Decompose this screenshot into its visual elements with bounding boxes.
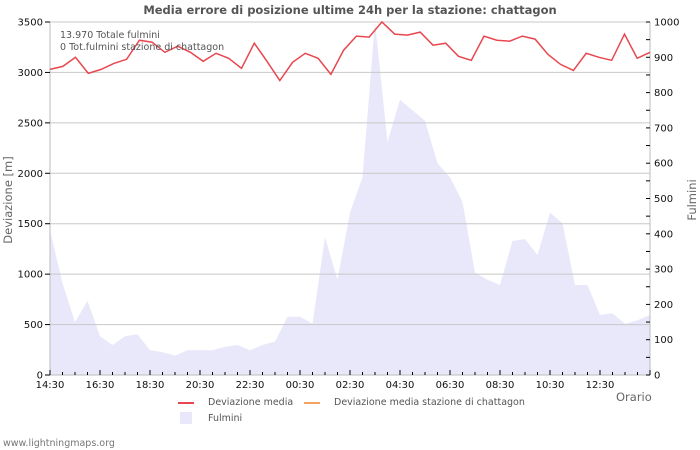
x-tick-label: 02:30 <box>336 380 365 391</box>
legend-item-fulmini: Fulmini <box>178 412 242 424</box>
y2-axis-title: Fulmini <box>685 179 699 220</box>
fulmini-area <box>50 22 650 375</box>
legend-line-icon <box>304 401 320 404</box>
legend-line-icon <box>178 401 194 404</box>
y-tick-label: 0 <box>37 371 43 382</box>
legend-item-deviazione-stazione: Deviazione media stazione di chattagon <box>304 397 525 408</box>
x-tick-label: 04:30 <box>386 380 415 391</box>
legend-label: Deviazione media stazione di chattagon <box>334 397 525 408</box>
y-tick-label: 2500 <box>18 118 43 129</box>
y-axis-title: Deviazione [m] <box>1 156 15 243</box>
chart-title: Media errore di posizione ultime 24h per… <box>143 3 557 17</box>
x-tick-label: 06:30 <box>436 380 465 391</box>
x-tick-label: 00:30 <box>286 380 315 391</box>
x-tick-label: 18:30 <box>136 380 165 391</box>
y2-tick-label: 200 <box>654 300 673 311</box>
y2-tick-label: 300 <box>654 265 673 276</box>
x-tick-label: 20:30 <box>186 380 215 391</box>
x-tick-label: 14:30 <box>36 380 65 391</box>
legend-area-icon <box>180 412 192 424</box>
annotation-station-strikes: 0 Tot.fulmini stazione di chattagon <box>60 42 225 53</box>
y2-tick-label: 700 <box>654 123 673 134</box>
y2-tick-label: 800 <box>654 88 673 99</box>
y-tick-label: 1000 <box>18 270 43 281</box>
legend-item-deviazione-media: Deviazione media <box>178 397 293 408</box>
x-tick-label: 10:30 <box>536 380 565 391</box>
y2-tick-label: 900 <box>654 53 673 64</box>
watermark: www.lightningmaps.org <box>3 438 115 449</box>
x-tick-label: 22:30 <box>236 380 265 391</box>
x-tick-label: 16:30 <box>86 380 115 391</box>
legend-label: Deviazione media <box>208 397 294 408</box>
y2-tick-label: 400 <box>654 229 673 240</box>
x-tick-label: 08:30 <box>486 380 515 391</box>
y-tick-label: 3000 <box>18 68 43 79</box>
y2-tick-label: 0 <box>654 371 660 382</box>
y2-tick-label: 1000 <box>654 18 679 29</box>
y2-tick-label: 500 <box>654 194 673 205</box>
x-tick-label: 12:30 <box>586 380 615 391</box>
y-tick-label: 3500 <box>18 18 43 29</box>
y-tick-label: 2000 <box>18 169 43 180</box>
y-tick-label: 500 <box>24 320 43 331</box>
y-tick-label: 1500 <box>18 219 43 230</box>
y2-tick-label: 600 <box>654 159 673 170</box>
legend-label: Fulmini <box>208 412 243 424</box>
annotation-total-strikes: 13.970 Totale fulmini <box>60 30 160 41</box>
x-axis-title: Orario <box>616 390 652 404</box>
deviazione-media-line <box>49 20 651 82</box>
y2-tick-label: 100 <box>654 335 673 346</box>
